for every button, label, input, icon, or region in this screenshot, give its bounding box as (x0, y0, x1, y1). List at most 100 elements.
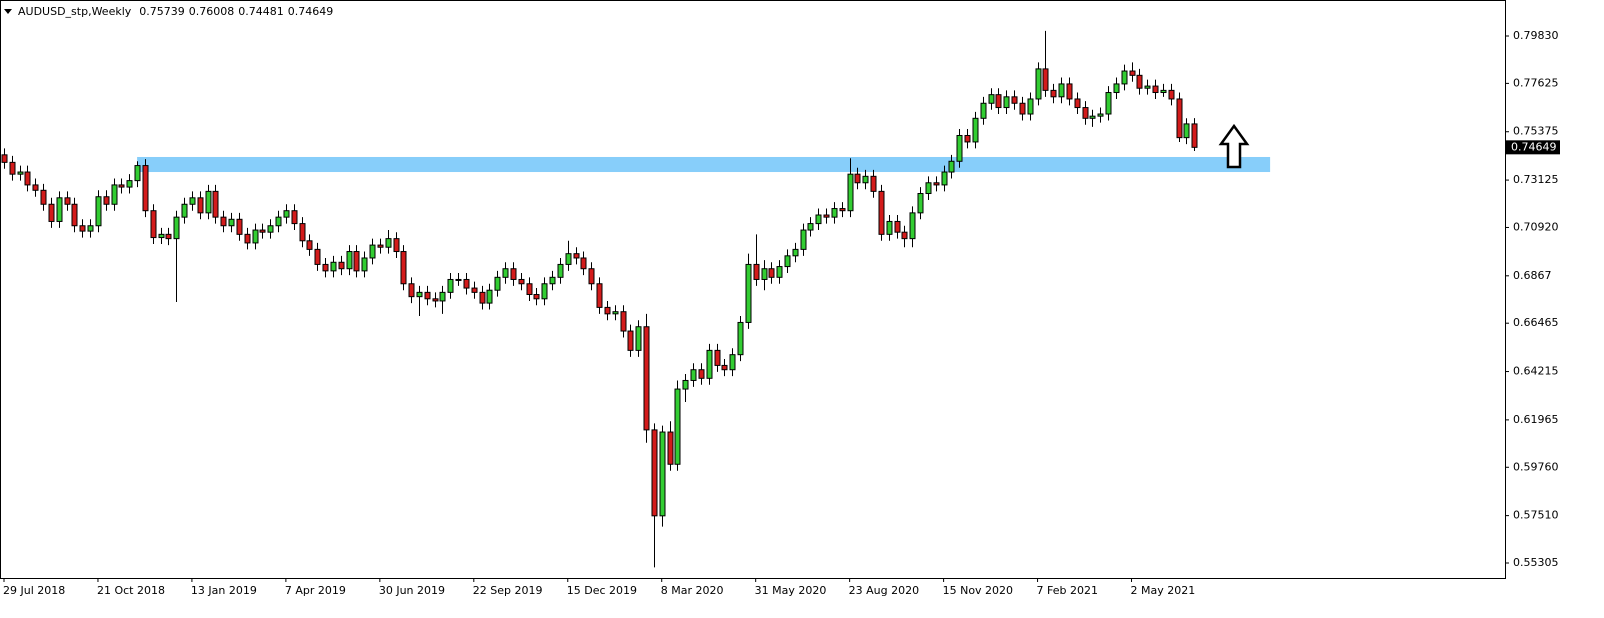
candle-body (95, 196, 102, 227)
candle-body (1176, 98, 1183, 139)
candle-body (220, 216, 227, 227)
candle-body (1058, 83, 1065, 98)
candle-body (111, 184, 118, 205)
candle-body (118, 184, 125, 188)
candle-body (643, 326, 650, 431)
candle-body (800, 229, 807, 250)
candle-body (612, 311, 619, 315)
candle-body (721, 364, 728, 371)
candle-body (690, 369, 697, 381)
candle-layer (1, 30, 1198, 568)
candle-body (651, 429, 658, 517)
header-open: 0.75739 (139, 5, 185, 18)
x-tick-label: 31 May 2020 (755, 584, 827, 597)
x-tick-label: 23 Aug 2020 (849, 584, 919, 597)
candle-body (1019, 102, 1026, 115)
candle-body (291, 210, 298, 225)
candle-body (807, 223, 814, 231)
candle-body (596, 283, 603, 308)
candle-body (1074, 98, 1081, 109)
header-low: 0.74481 (238, 5, 284, 18)
candle-body (1191, 123, 1198, 148)
candle-body (306, 240, 313, 250)
candle-body (620, 311, 627, 332)
candle-body (776, 266, 783, 278)
candle-body (48, 203, 55, 222)
candle-body (933, 182, 940, 186)
candle-body (439, 291, 446, 302)
candle-body (408, 283, 415, 298)
x-tick-label: 13 Jan 2019 (191, 584, 257, 597)
candle-body (385, 238, 392, 248)
candle-body (189, 197, 196, 205)
candle-body (761, 268, 768, 280)
candle-body (1144, 85, 1151, 89)
y-tick-label: 0.79830 (1513, 29, 1559, 42)
candle-body (729, 354, 736, 371)
candle-body (1082, 107, 1089, 119)
candle-body (549, 276, 556, 285)
candle-body (400, 251, 407, 285)
candle-body (988, 94, 995, 104)
chart-header: AUDUSD_stp,Weekly 0.75739 0.76008 0.74481 0.… (18, 5, 333, 18)
candle-body (854, 173, 861, 184)
x-tick-label: 30 Jun 2019 (379, 584, 445, 597)
header-high: 0.76008 (189, 5, 235, 18)
y-tick-label: 0.57510 (1513, 509, 1559, 522)
candle-body (205, 190, 212, 214)
candle-body (252, 229, 259, 244)
candle-body (416, 291, 423, 298)
candle-body (377, 244, 384, 248)
candle-body (502, 268, 509, 278)
candle-body (212, 190, 219, 218)
candle-body (823, 214, 830, 218)
candle-body (87, 225, 94, 232)
candle-body (64, 197, 71, 205)
up-arrow (1218, 123, 1250, 169)
candle-body (1160, 89, 1167, 94)
candle-body (1042, 68, 1049, 91)
candle-body (831, 208, 838, 218)
candle-body (956, 134, 963, 162)
candle-body (1105, 92, 1112, 115)
y-tick-label: 0.75375 (1513, 125, 1559, 138)
candle-body (674, 388, 681, 465)
candle-body (1, 154, 8, 163)
candle-body (557, 263, 564, 278)
candle-body (784, 255, 791, 268)
candle-body (815, 214, 822, 225)
candle-body (424, 291, 431, 300)
candle-body (236, 218, 243, 235)
candle-body (471, 287, 478, 293)
candle-body (432, 298, 439, 302)
candle-body (1003, 96, 1010, 109)
candle-body (925, 182, 932, 195)
candle-body (1011, 96, 1018, 104)
candle-body (197, 197, 204, 214)
y-tick-label: 0.55305 (1513, 556, 1559, 569)
y-tick-label: 0.77625 (1513, 76, 1559, 89)
candle-body (573, 253, 580, 259)
candle-body (322, 263, 329, 272)
candle-body (479, 291, 486, 304)
plot-frame (0, 0, 1506, 579)
last-price-box (1506, 140, 1560, 155)
candle-body (995, 94, 1002, 109)
candle-body (275, 216, 282, 227)
candle-body (1136, 74, 1143, 89)
candle-body (150, 210, 157, 239)
candle-body (870, 175, 877, 192)
x-tick-label: 21 Oct 2018 (97, 584, 165, 597)
candle-body (1183, 123, 1190, 139)
candle-body (588, 268, 595, 285)
candle-body (878, 190, 885, 235)
candle-body (455, 278, 462, 281)
candle-body (948, 160, 955, 173)
menu-triangle[interactable] (4, 9, 12, 14)
header-close: 0.74649 (288, 5, 334, 18)
candle-body (1027, 98, 1034, 115)
x-tick-label: 29 Jul 2018 (3, 584, 65, 597)
candle-body (1097, 113, 1104, 117)
candle-body (604, 306, 611, 315)
